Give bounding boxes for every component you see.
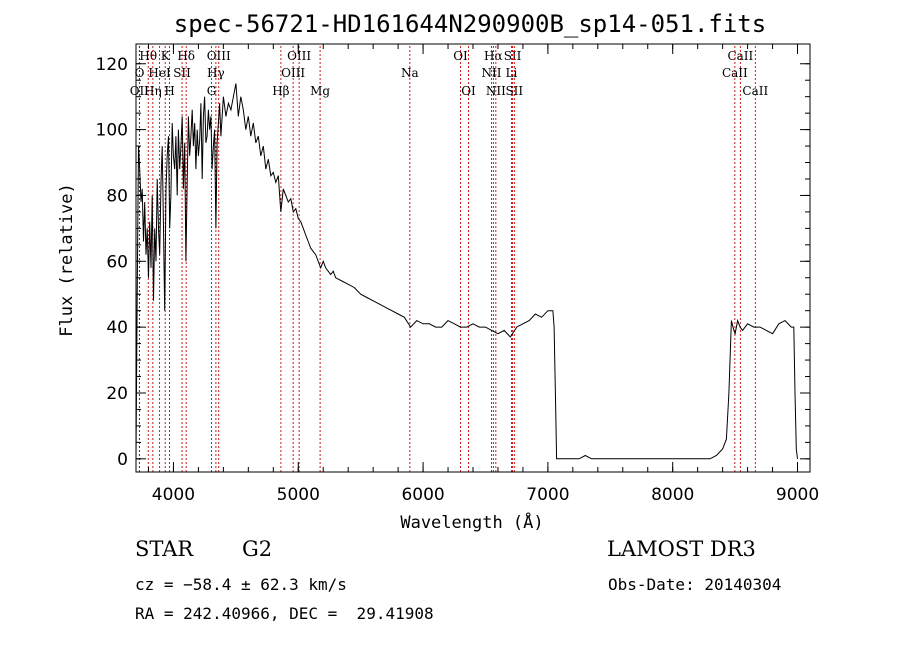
plot-area: Hθ O OII K HeI Hη SII H Hδ OIII Hγ G OIII OIII Hβ Mg Na O… bbox=[96, 43, 819, 505]
spectral-line-label: HeI bbox=[148, 66, 171, 80]
spectral-line-label: Hη bbox=[144, 84, 162, 98]
y-tick-label: 80 bbox=[106, 186, 128, 206]
x-tick-label: 9000 bbox=[776, 485, 819, 505]
spectrum-line bbox=[135, 83, 798, 460]
y-tick-label: 20 bbox=[106, 384, 128, 404]
spectral-line-label: NII bbox=[486, 84, 506, 98]
redshift-cz: cz = −58.4 ± 62.3 km/s bbox=[135, 575, 347, 594]
x-tick-label: 7000 bbox=[526, 485, 569, 505]
survey-name: LAMOST DR3 bbox=[607, 537, 756, 561]
spectral-line-label: Li bbox=[506, 66, 518, 80]
x-axis-label: Wavelength (Å) bbox=[400, 511, 543, 533]
spectral-line-label: Hθ bbox=[139, 49, 157, 63]
chart-title: spec-56721-HD161644N290900B_sp14-051.fit… bbox=[174, 10, 766, 38]
spectral-line-label: SII bbox=[173, 66, 191, 80]
x-tick-label: 6000 bbox=[401, 485, 444, 505]
spectral-line-label: K bbox=[161, 49, 171, 63]
spectral-line-label: H bbox=[164, 84, 174, 98]
y-tick-label: 60 bbox=[106, 252, 128, 272]
spectral-line-label: Hβ bbox=[272, 84, 289, 98]
y-axis-label: Flux (relative) bbox=[57, 183, 77, 337]
y-tick-label: 120 bbox=[96, 55, 128, 75]
spectral-line-label: Hγ bbox=[207, 66, 225, 80]
spectral-line-label: OI bbox=[461, 84, 476, 98]
spectral-line-label: OII bbox=[130, 84, 150, 98]
spectral-line-label: Na bbox=[401, 66, 419, 80]
y-tick-label: 100 bbox=[96, 121, 128, 141]
y-tick-label: 0 bbox=[117, 450, 128, 470]
plot-frame bbox=[135, 43, 811, 473]
spectral-line-label: NII bbox=[481, 66, 501, 80]
spectral-line-label: G bbox=[207, 84, 217, 98]
spectral-line-label: CaII bbox=[722, 66, 748, 80]
spectral-line-label: OIII bbox=[287, 49, 311, 63]
object-subclass: G2 bbox=[242, 537, 273, 561]
object-class: STAR bbox=[135, 537, 194, 561]
spectral-line-label: CaII bbox=[742, 84, 768, 98]
x-tick-label: 4000 bbox=[152, 485, 195, 505]
spectral-line-label: O bbox=[135, 66, 145, 80]
spectral-line-label: SII bbox=[504, 49, 522, 63]
spectral-line-label: OIII bbox=[207, 49, 231, 63]
x-tick-label: 5000 bbox=[277, 485, 320, 505]
coordinates: RA = 242.40966, DEC = 29.41908 bbox=[135, 604, 434, 623]
spectral-line-label: Hδ bbox=[177, 49, 195, 63]
y-tick-label: 40 bbox=[106, 318, 128, 338]
spectral-line-label: Mg bbox=[310, 84, 330, 98]
spectral-line-label: OI bbox=[453, 49, 468, 63]
obs-date: Obs-Date: 20140304 bbox=[608, 575, 782, 594]
spectral-line-label: OIII bbox=[281, 66, 305, 80]
spectral-line-label: SII bbox=[505, 84, 523, 98]
x-tick-label: 8000 bbox=[651, 485, 694, 505]
spectral-line-label: Hα bbox=[484, 49, 503, 63]
spectral-line-label: CaII bbox=[727, 49, 753, 63]
